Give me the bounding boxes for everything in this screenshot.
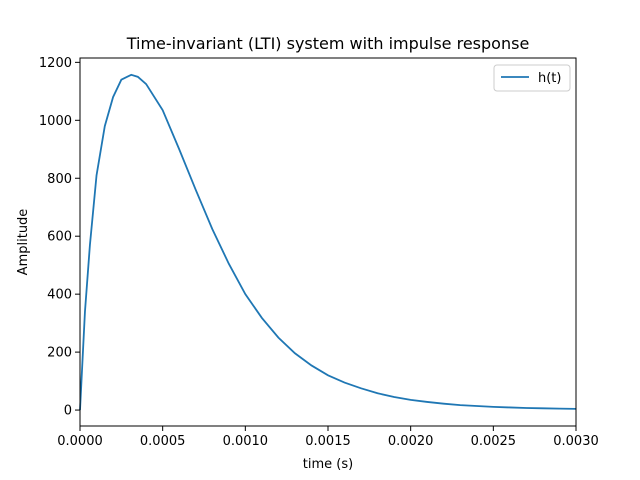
legend-box (493, 64, 571, 92)
x-tick-label: 0.0025 (471, 434, 517, 449)
plot-area (79, 73, 577, 411)
y-axis: 0 200 400 600 800 1000 1200 (39, 56, 80, 419)
x-tick-label: 0.0030 (553, 434, 599, 449)
y-tick-label: 600 (47, 230, 72, 245)
y-tick-label: 1000 (39, 114, 72, 129)
y-tick-label: 200 (47, 346, 72, 361)
legend-label-h-t: h(t) (538, 71, 561, 86)
legend: h(t) (493, 64, 571, 92)
y-tick-label: 0 (64, 404, 72, 419)
x-tick-label: 0.0010 (223, 434, 269, 449)
x-tick-label: 0.0015 (305, 434, 351, 449)
x-tick-label: 0.0005 (140, 434, 186, 449)
y-tick-label: 800 (47, 172, 72, 187)
y-tick-label: 1200 (39, 56, 72, 71)
x-axis: 0.0000 0.0005 0.0010 0.0015 0.0020 0.0025 0.00… (57, 426, 599, 449)
series-line-h-t (79, 73, 577, 411)
y-tick-label: 400 (47, 288, 72, 303)
x-tick-label: 0.0020 (388, 434, 434, 449)
chart-title: Time-invariant (LTI) system with impulse… (126, 34, 530, 53)
x-axis-label: time (s) (303, 457, 353, 472)
x-tick-label: 0.0000 (57, 434, 103, 449)
y-axis-label: Amplitude (16, 209, 31, 276)
